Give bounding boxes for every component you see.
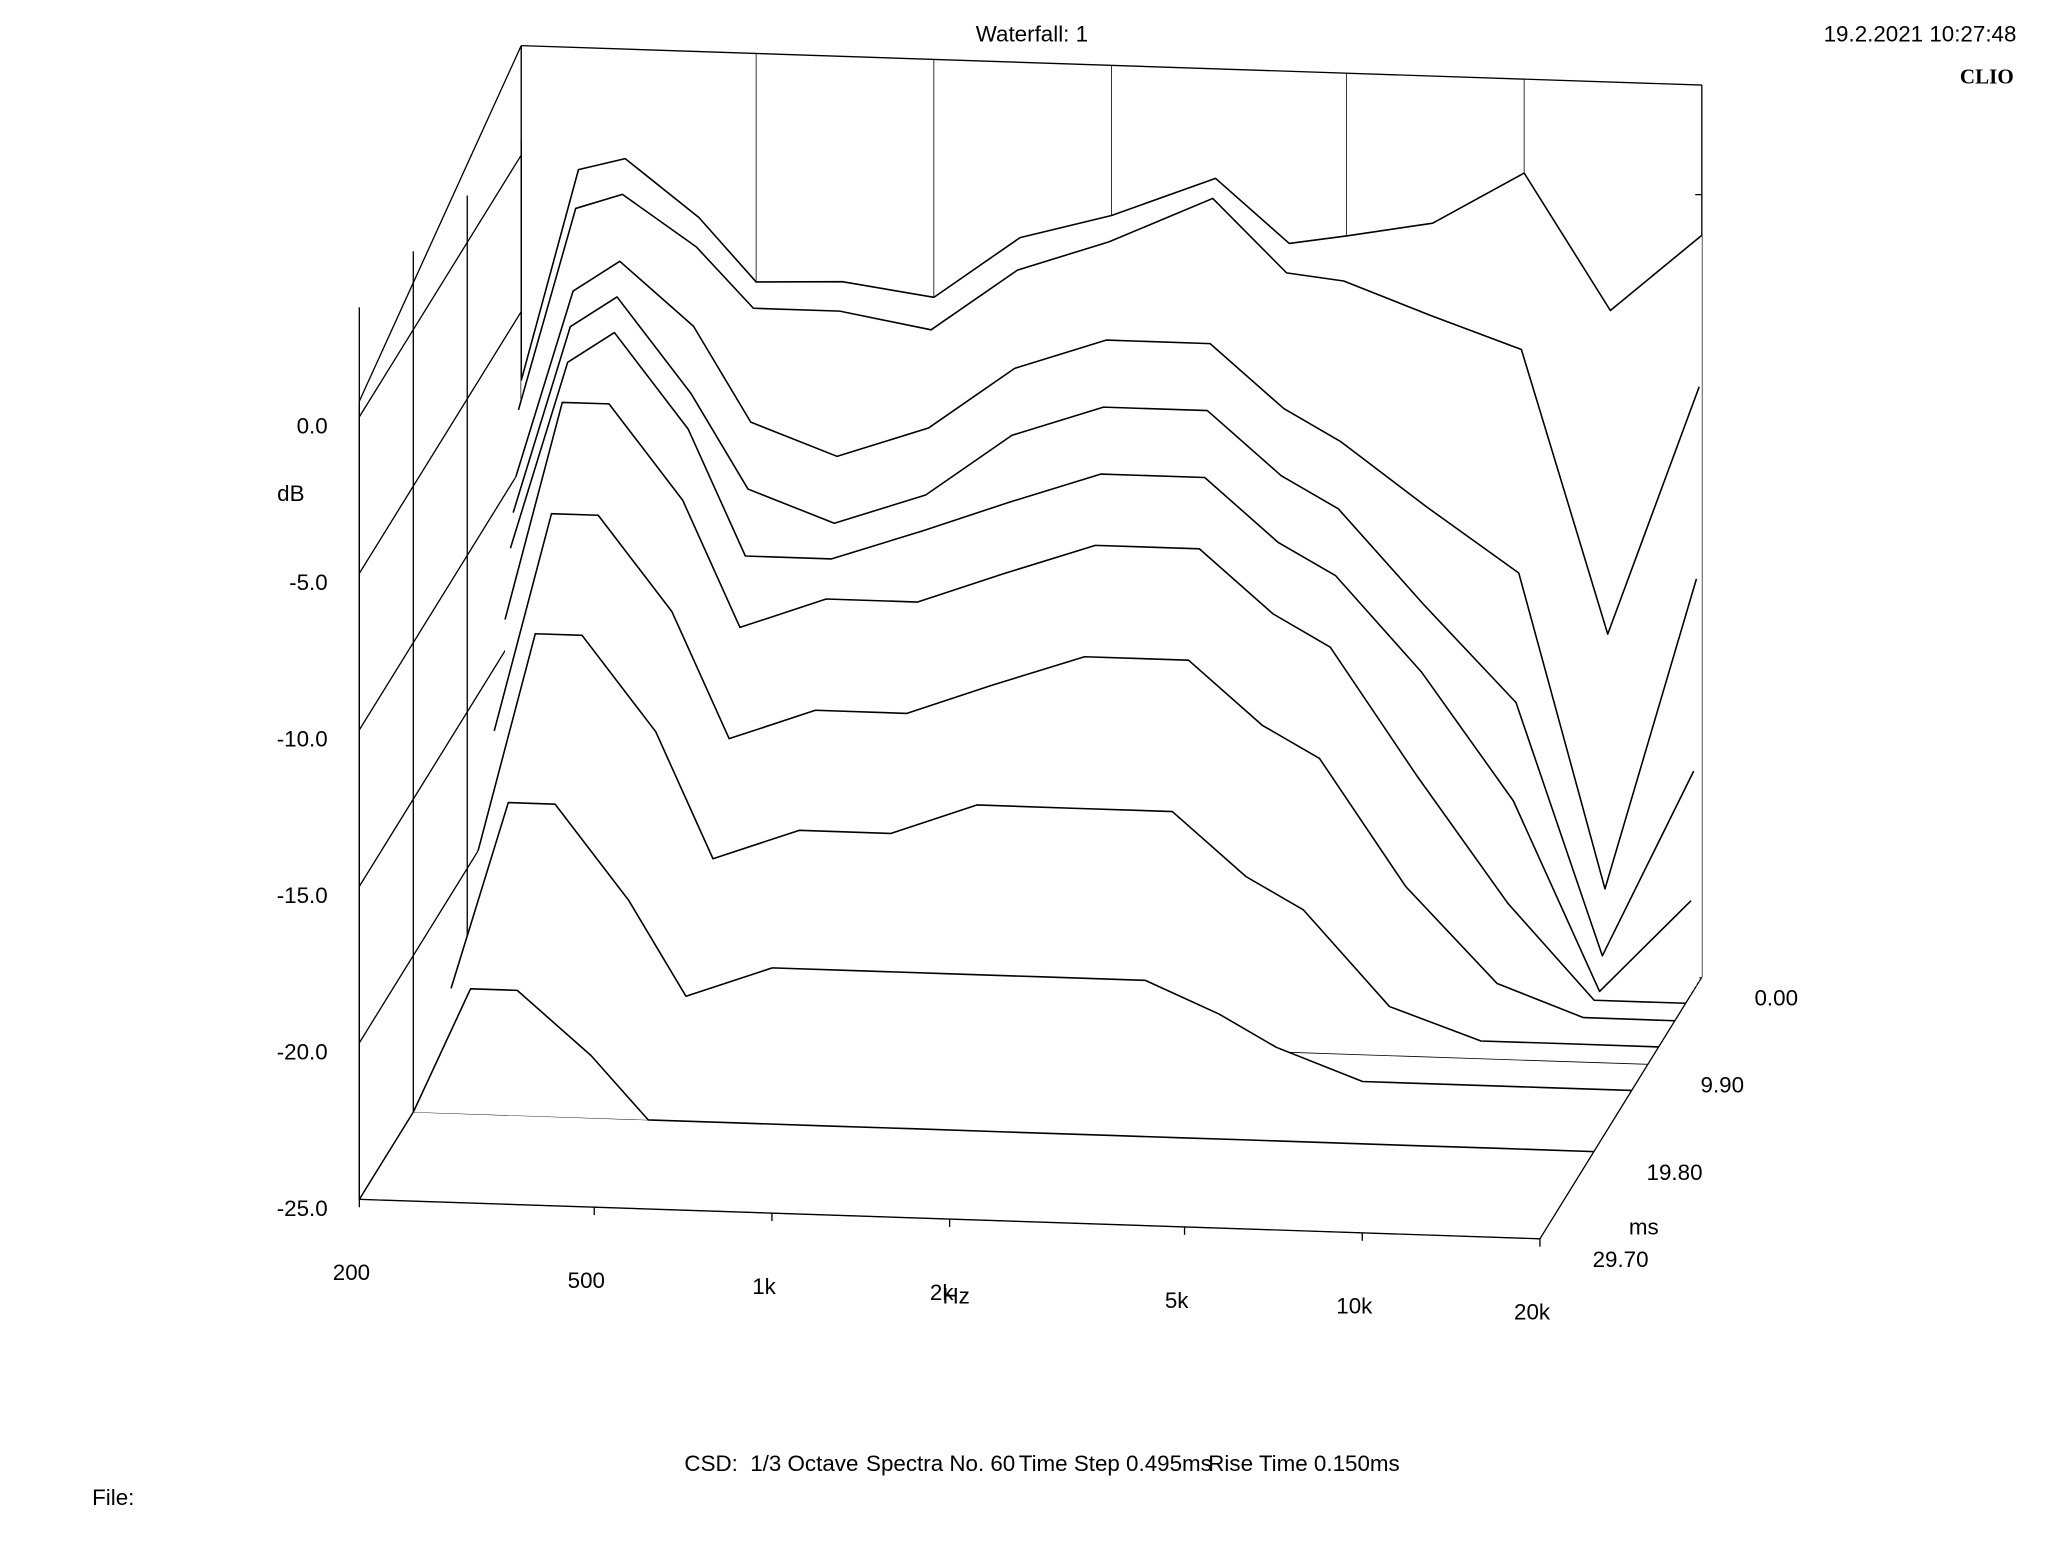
grid-line <box>358 311 522 574</box>
frame-edge <box>521 44 1702 86</box>
chart-title: Waterfall: 1 <box>976 21 1088 46</box>
spectrum-line <box>512 296 1695 957</box>
x-tick-label: 500 <box>568 1268 605 1293</box>
spectrum-line <box>493 512 1675 1022</box>
grid-line <box>358 624 522 887</box>
y-tick-label: -10.0 <box>277 726 328 751</box>
y-tick-label: -15.0 <box>277 883 328 908</box>
z-tick-label: 19.80 <box>1647 1160 1703 1185</box>
z-tick-label: 9.90 <box>1701 1073 1745 1098</box>
file-label: File: <box>92 1485 134 1510</box>
z-tick-label: 29.70 <box>1593 1247 1649 1272</box>
y-tick-label: 0.0 <box>297 413 328 438</box>
grid-line <box>358 154 522 418</box>
spectrum-line <box>520 157 1703 381</box>
y-tick-label: -25.0 <box>277 1196 328 1221</box>
footer-item: Rise Time 0.150ms <box>1208 1451 1399 1476</box>
x-tick-label: 200 <box>333 1260 370 1285</box>
footer-item: CSD: <box>684 1451 737 1476</box>
spectrum-line <box>509 331 1692 993</box>
spectrum-line <box>477 632 1659 1048</box>
spectrum-fill <box>478 633 1659 1047</box>
footer-item: Time Step 0.495ms <box>1019 1451 1212 1476</box>
x-tick-label: 2k <box>930 1280 954 1305</box>
brand: CLIO <box>1960 65 2014 89</box>
timestamp: 19.2.2021 10:27:48 <box>1824 21 2017 46</box>
spectrum-line <box>517 193 1700 635</box>
x-tick-label: 1k <box>752 1274 776 1299</box>
grid-line <box>358 467 522 731</box>
x-axis-label: Hz <box>943 1283 970 1308</box>
spectrum-fill <box>451 802 1632 1091</box>
spectrum-line <box>515 260 1698 890</box>
spectrum-line <box>450 801 1632 1092</box>
x-tick-label: 10k <box>1336 1294 1373 1319</box>
x-tick-label: 20k <box>1514 1300 1551 1325</box>
spectrum-line <box>504 401 1686 1005</box>
z-axis-label: ms <box>1629 1214 1659 1239</box>
z-tick-label: 0.00 <box>1754 985 1798 1010</box>
footer-item: Spectra No. 60 <box>866 1451 1015 1476</box>
y-tick-label: -20.0 <box>277 1039 328 1064</box>
x-tick-label: 5k <box>1165 1288 1189 1313</box>
spectrum-line <box>412 988 1594 1153</box>
y-tick-label: -5.0 <box>289 570 328 595</box>
frame-edge <box>358 45 522 402</box>
y-axis-label: dB <box>277 481 304 506</box>
footer-item: 1/3 Octave <box>750 1451 858 1476</box>
spectrum-fill <box>413 988 1594 1152</box>
